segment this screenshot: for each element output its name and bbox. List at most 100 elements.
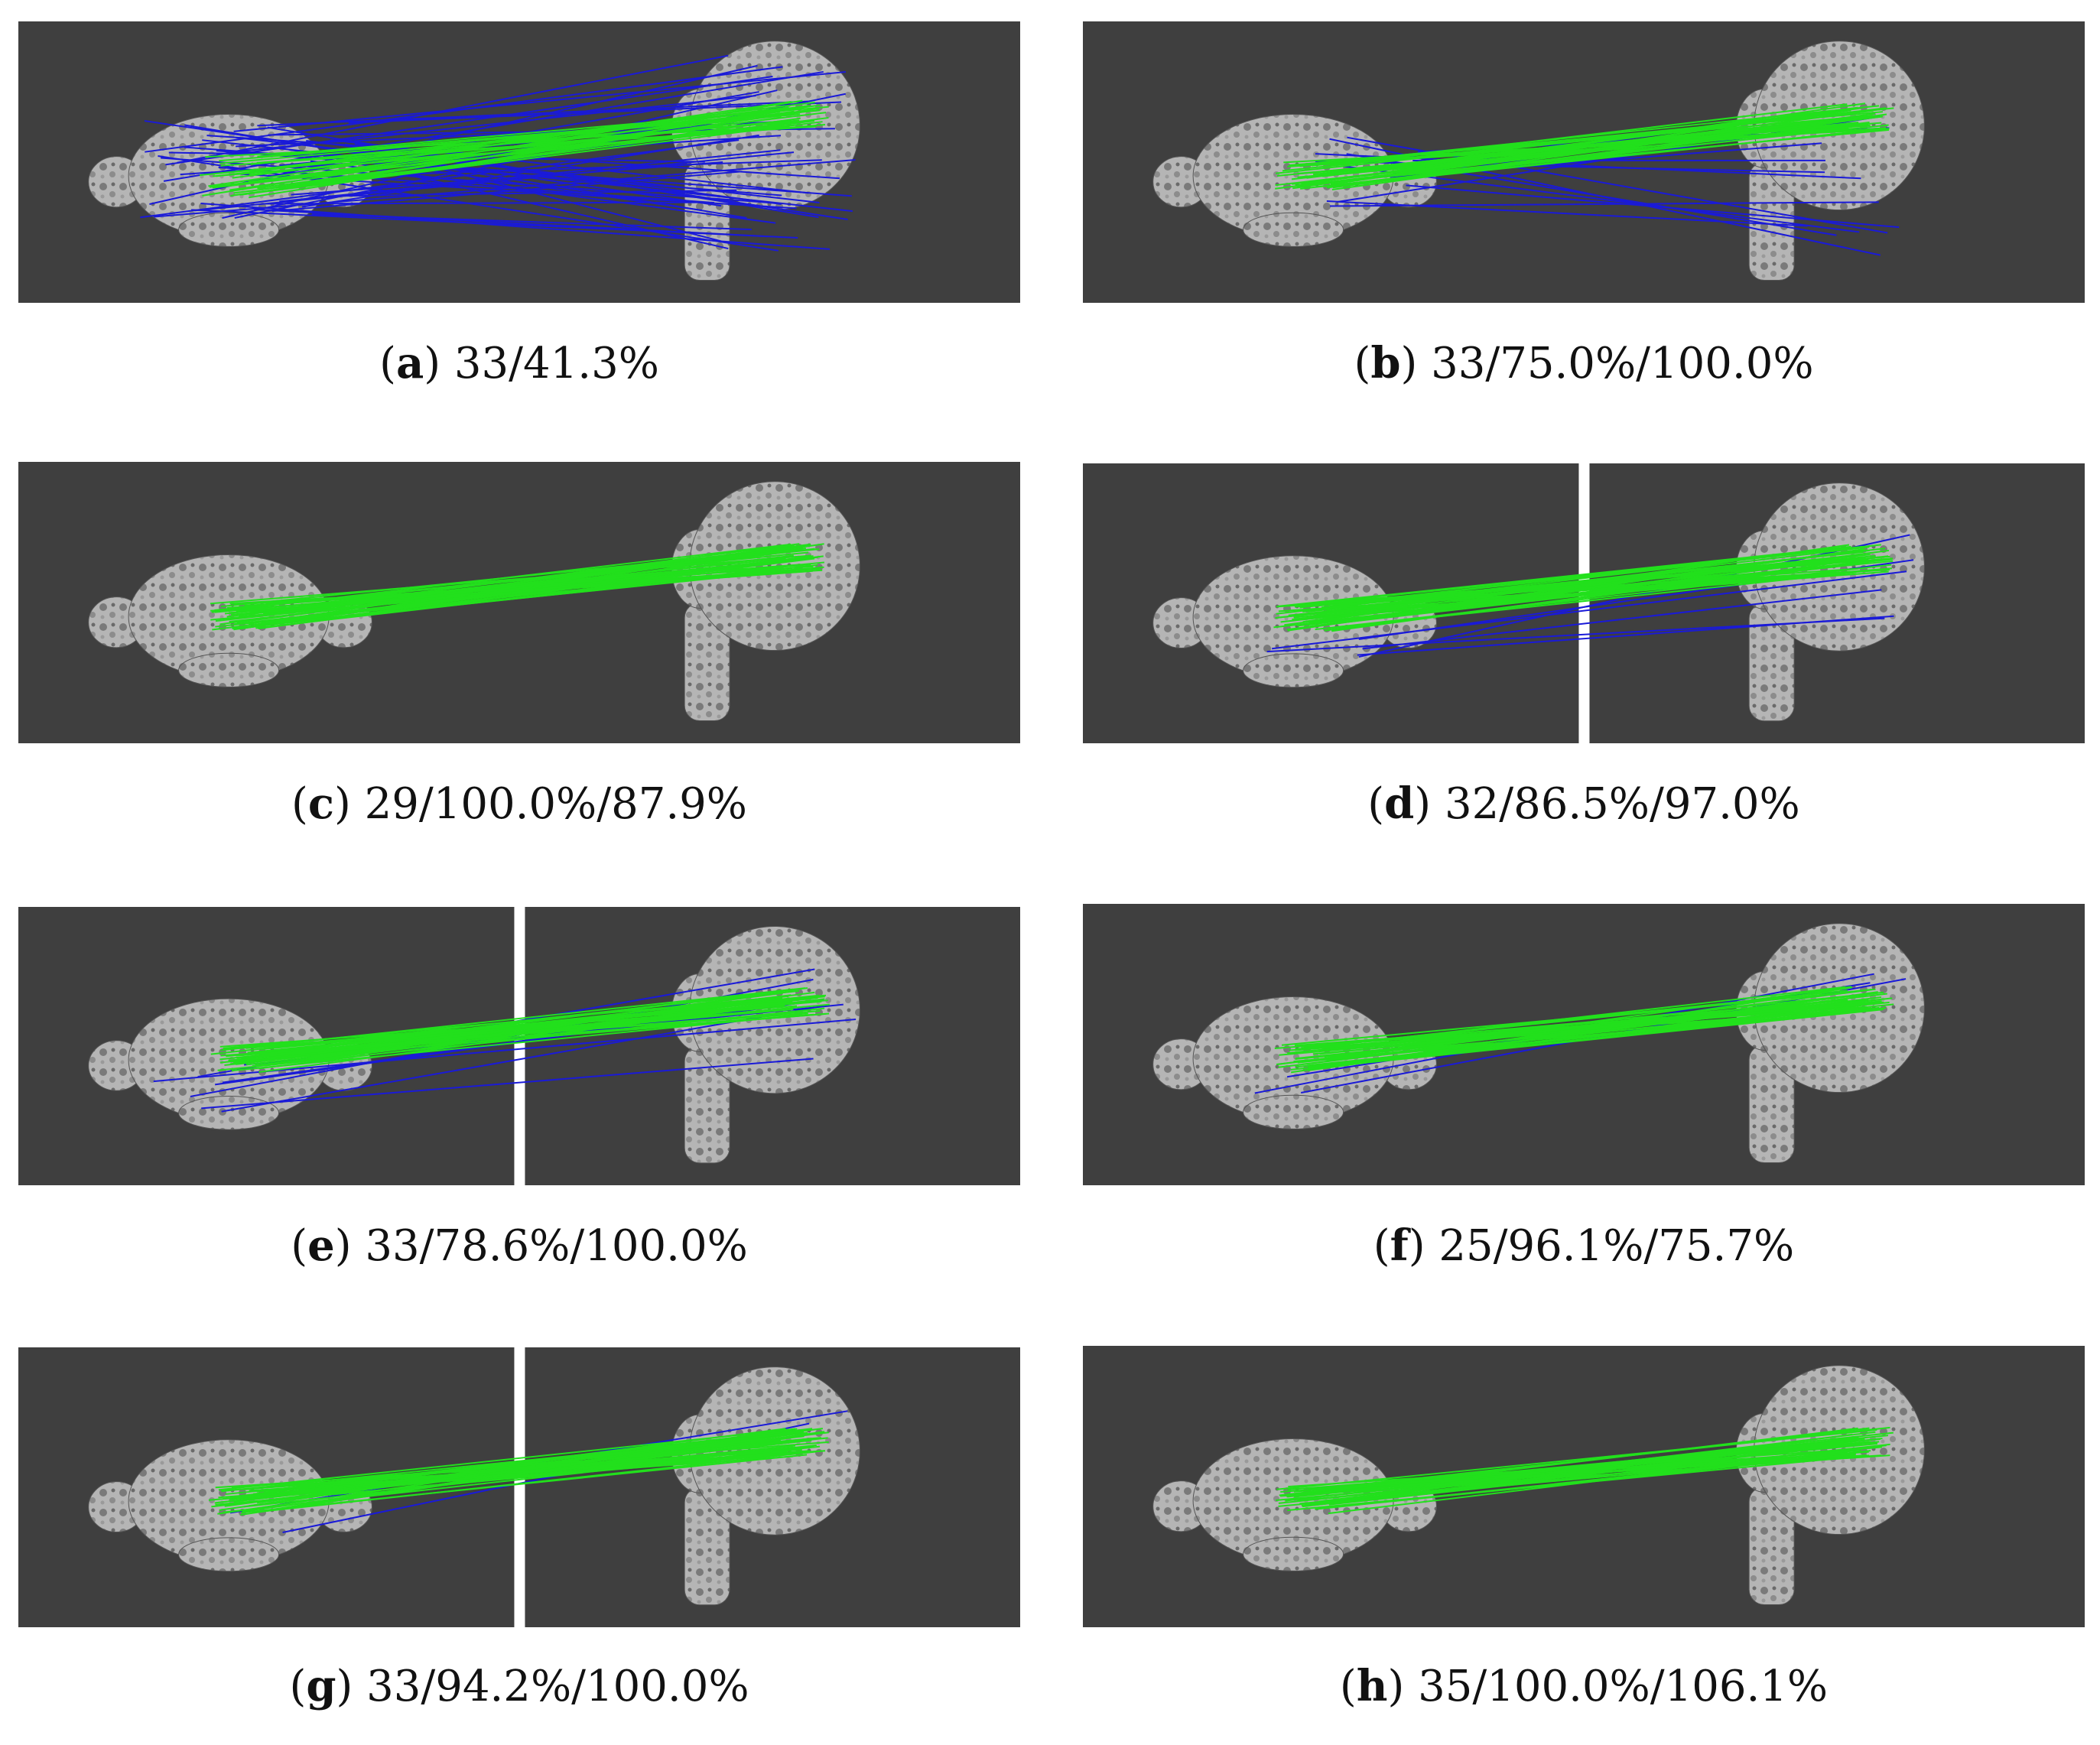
inlier-line xyxy=(219,544,808,626)
inlier-line xyxy=(259,551,809,607)
inlier-line xyxy=(1279,557,1853,619)
correspondence-lines xyxy=(1266,534,1914,658)
caption-c-label: c xyxy=(307,778,334,829)
inlier-line xyxy=(1331,113,1887,190)
outlier-line xyxy=(161,157,775,204)
inlier-line xyxy=(1325,1438,1881,1491)
inlier-line xyxy=(1301,989,1848,1049)
inlier-line xyxy=(220,987,806,1051)
panel-g xyxy=(18,1347,1020,1627)
panel-d-scene xyxy=(1152,463,1925,743)
caption-d-label: d xyxy=(1384,778,1415,829)
inlier-line xyxy=(264,559,787,613)
outlier-line xyxy=(200,202,831,250)
inlier-line xyxy=(1279,1427,1870,1496)
inlier-line xyxy=(1330,105,1880,164)
inlier-line xyxy=(229,994,792,1065)
target-mesh xyxy=(671,1366,860,1606)
outlier-line xyxy=(221,1006,822,1113)
inlier-line xyxy=(1318,1450,1871,1510)
caption-b-label: b xyxy=(1370,338,1401,388)
inlier-line xyxy=(1326,546,1870,613)
caption-g: (g) 33/94.2%/100.0% xyxy=(289,1661,749,1711)
outlier-line xyxy=(145,66,783,153)
panel-d xyxy=(1083,463,2085,743)
caption-a: (a) 33/41.3% xyxy=(379,338,659,388)
panel-c-scene xyxy=(88,481,860,722)
inlier-line xyxy=(258,999,821,1073)
inlier-line xyxy=(268,1428,805,1511)
panel-a xyxy=(18,21,1020,303)
panel-b-scene xyxy=(1152,41,1925,281)
caption-g-label: g xyxy=(306,1661,336,1711)
inlier-line xyxy=(1312,548,1864,628)
inlier-line xyxy=(252,991,815,1067)
inlier-line xyxy=(230,117,801,197)
panel-h xyxy=(1083,1346,2085,1627)
target-mesh xyxy=(1735,923,1925,1164)
caption-a-label: a xyxy=(395,338,424,388)
inlier-line xyxy=(239,121,823,196)
target-mesh xyxy=(1735,483,1925,722)
inlier-line xyxy=(242,106,805,196)
correspondence-lines xyxy=(1275,102,1900,256)
inlier-line xyxy=(1329,561,1864,631)
outlier-line xyxy=(233,71,847,132)
outlier-line xyxy=(201,1058,814,1110)
inlier-line xyxy=(1319,999,1848,1055)
inlier-line xyxy=(217,1007,825,1071)
correspondence-lines xyxy=(1276,1426,1894,1515)
source-mesh xyxy=(1152,996,1437,1129)
inlier-line xyxy=(231,1014,798,1072)
inlier-line xyxy=(249,101,815,172)
caption-b: (b) 33/75.0%/100.0% xyxy=(1354,338,1814,388)
inlier-line xyxy=(266,1430,793,1492)
caption-g-text: 33/94.2%/100.0% xyxy=(366,1662,749,1711)
outlier-line xyxy=(165,75,773,166)
inlier-line xyxy=(1293,1008,1884,1063)
inlier-line xyxy=(254,570,785,626)
inlier-line xyxy=(1277,119,1851,177)
inlier-line xyxy=(211,1435,805,1508)
correspondence-lines xyxy=(210,543,824,631)
caption-d: (d) 32/86.5%/97.0% xyxy=(1367,778,1800,829)
caption-b-text: 33/75.0%/100.0% xyxy=(1431,339,1814,388)
inlier-line xyxy=(1310,1009,1884,1070)
view-separator xyxy=(514,1347,525,1627)
outlier-line xyxy=(140,139,740,219)
correspondence-lines xyxy=(1254,973,1907,1094)
inlier-line xyxy=(219,109,821,164)
caption-f-label: f xyxy=(1390,1220,1409,1271)
panel-f-scene xyxy=(1152,923,1925,1164)
inlier-line xyxy=(241,1454,808,1514)
inlier-line xyxy=(220,125,817,167)
panel-h-scene xyxy=(1152,1365,1925,1606)
correspondence-lines xyxy=(153,968,857,1113)
inlier-line xyxy=(252,1431,805,1495)
caption-a-text: 33/41.3% xyxy=(453,339,659,388)
caption-e: (e) 33/78.6%/100.0% xyxy=(291,1220,748,1271)
target-mesh xyxy=(1735,1365,1925,1606)
inlier-line xyxy=(212,555,814,631)
caption-e-text: 33/78.6%/100.0% xyxy=(365,1221,748,1271)
caption-c-text: 29/100.0%/87.9% xyxy=(364,779,748,829)
target-mesh xyxy=(671,925,860,1164)
panel-b xyxy=(1083,21,2085,303)
inlier-line xyxy=(251,1446,794,1500)
panel-e-scene xyxy=(88,907,860,1185)
outlier-line xyxy=(348,101,842,124)
panel-a-scene xyxy=(88,41,860,281)
inlier-line xyxy=(256,119,814,164)
correspondence-lines xyxy=(208,1410,848,1534)
inlier-line xyxy=(1277,545,1851,607)
panel-f xyxy=(1083,904,2085,1185)
panel-e xyxy=(18,907,1020,1185)
panel-c xyxy=(18,462,1020,743)
caption-f: (f) 25/96.1%/75.7% xyxy=(1373,1220,1795,1271)
outlier-line xyxy=(1357,615,1894,656)
caption-e-label: e xyxy=(307,1220,335,1271)
inlier-line xyxy=(1321,554,1876,609)
inlier-line xyxy=(1278,988,1876,1065)
caption-f-text: 25/96.1%/75.7% xyxy=(1438,1221,1795,1271)
